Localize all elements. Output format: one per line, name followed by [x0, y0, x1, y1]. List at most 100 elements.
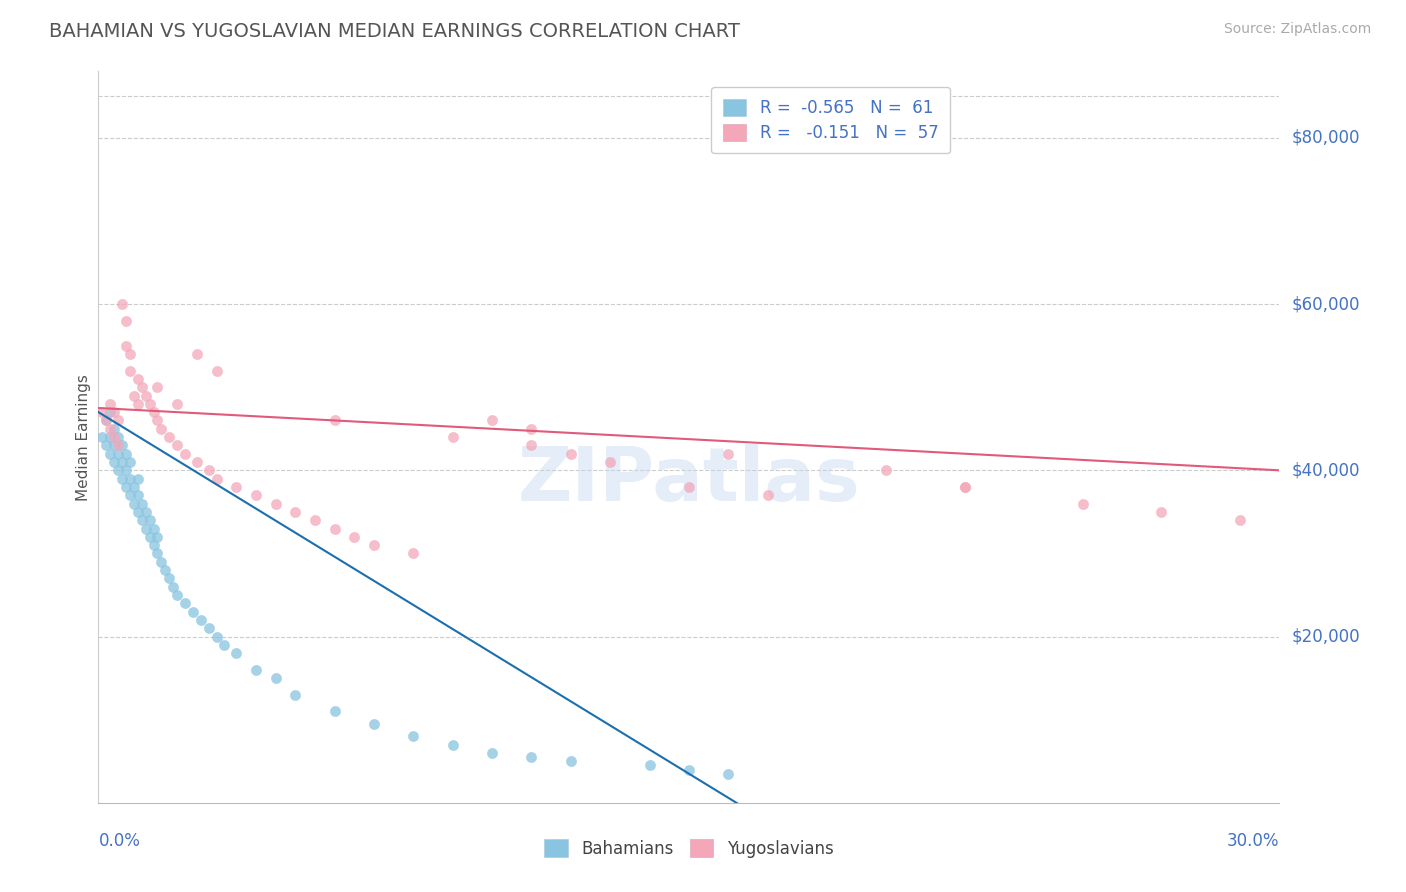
Point — [481, 746, 503, 760]
Point — [197, 463, 219, 477]
Point — [115, 339, 138, 353]
Point — [107, 413, 129, 427]
Text: 30.0%: 30.0% — [1227, 832, 1279, 850]
Point — [111, 472, 134, 486]
Point — [157, 430, 180, 444]
Point — [205, 472, 228, 486]
Point — [284, 688, 307, 702]
Point — [98, 447, 121, 461]
Point — [186, 455, 208, 469]
Point — [118, 455, 141, 469]
Point — [162, 580, 184, 594]
Point — [214, 638, 236, 652]
Point — [520, 750, 543, 764]
Point — [150, 422, 173, 436]
Text: $80,000: $80,000 — [1291, 128, 1360, 147]
Point — [441, 430, 464, 444]
Point — [111, 438, 134, 452]
Point — [131, 513, 153, 527]
Point — [96, 413, 118, 427]
Point — [205, 630, 228, 644]
Point — [1071, 497, 1094, 511]
Point — [115, 480, 138, 494]
Text: $20,000: $20,000 — [1291, 628, 1360, 646]
Point — [103, 422, 125, 436]
Point — [717, 766, 740, 780]
Point — [166, 438, 188, 452]
Point — [127, 397, 149, 411]
Point — [150, 555, 173, 569]
Point — [953, 480, 976, 494]
Point — [103, 438, 125, 452]
Point — [875, 463, 897, 477]
Point — [107, 438, 129, 452]
Point — [146, 380, 169, 394]
Point — [181, 605, 204, 619]
Point — [107, 430, 129, 444]
Text: 0.0%: 0.0% — [98, 832, 141, 850]
Point — [323, 705, 346, 719]
Point — [363, 716, 385, 731]
Point — [717, 447, 740, 461]
Point — [107, 463, 129, 477]
Point — [363, 538, 385, 552]
Point — [122, 480, 145, 494]
Point — [135, 505, 157, 519]
Point — [135, 521, 157, 535]
Point — [131, 380, 153, 394]
Point — [190, 613, 212, 627]
Point — [98, 430, 121, 444]
Point — [115, 463, 138, 477]
Point — [402, 546, 425, 560]
Point — [174, 596, 197, 610]
Point — [225, 480, 247, 494]
Point — [284, 505, 307, 519]
Point — [756, 488, 779, 502]
Point — [953, 480, 976, 494]
Point — [96, 413, 118, 427]
Point — [142, 405, 165, 419]
Point — [323, 521, 346, 535]
Point — [638, 758, 661, 772]
Point — [115, 447, 138, 461]
Point — [111, 297, 134, 311]
Point — [103, 430, 125, 444]
Text: $40,000: $40,000 — [1291, 461, 1360, 479]
Point — [157, 571, 180, 585]
Text: Source: ZipAtlas.com: Source: ZipAtlas.com — [1223, 22, 1371, 37]
Text: BAHAMIAN VS YUGOSLAVIAN MEDIAN EARNINGS CORRELATION CHART: BAHAMIAN VS YUGOSLAVIAN MEDIAN EARNINGS … — [49, 22, 740, 41]
Point — [103, 405, 125, 419]
Point — [98, 422, 121, 436]
Point — [197, 621, 219, 635]
Point — [142, 521, 165, 535]
Point — [111, 455, 134, 469]
Point — [245, 488, 267, 502]
Point — [146, 546, 169, 560]
Point — [107, 447, 129, 461]
Point — [520, 438, 543, 452]
Point — [146, 530, 169, 544]
Point — [146, 413, 169, 427]
Point — [127, 472, 149, 486]
Point — [138, 397, 160, 411]
Point — [174, 447, 197, 461]
Point — [245, 663, 267, 677]
Point — [481, 413, 503, 427]
Point — [103, 455, 125, 469]
Point — [1229, 513, 1251, 527]
Point — [118, 363, 141, 377]
Point — [520, 422, 543, 436]
Y-axis label: Median Earnings: Median Earnings — [76, 374, 91, 500]
Point — [138, 530, 160, 544]
Point — [122, 388, 145, 402]
Point — [131, 497, 153, 511]
Point — [186, 347, 208, 361]
Point — [96, 438, 118, 452]
Point — [678, 480, 700, 494]
Point — [560, 754, 582, 768]
Point — [122, 497, 145, 511]
Point — [441, 738, 464, 752]
Point — [264, 497, 287, 511]
Point — [599, 455, 621, 469]
Point — [98, 405, 121, 419]
